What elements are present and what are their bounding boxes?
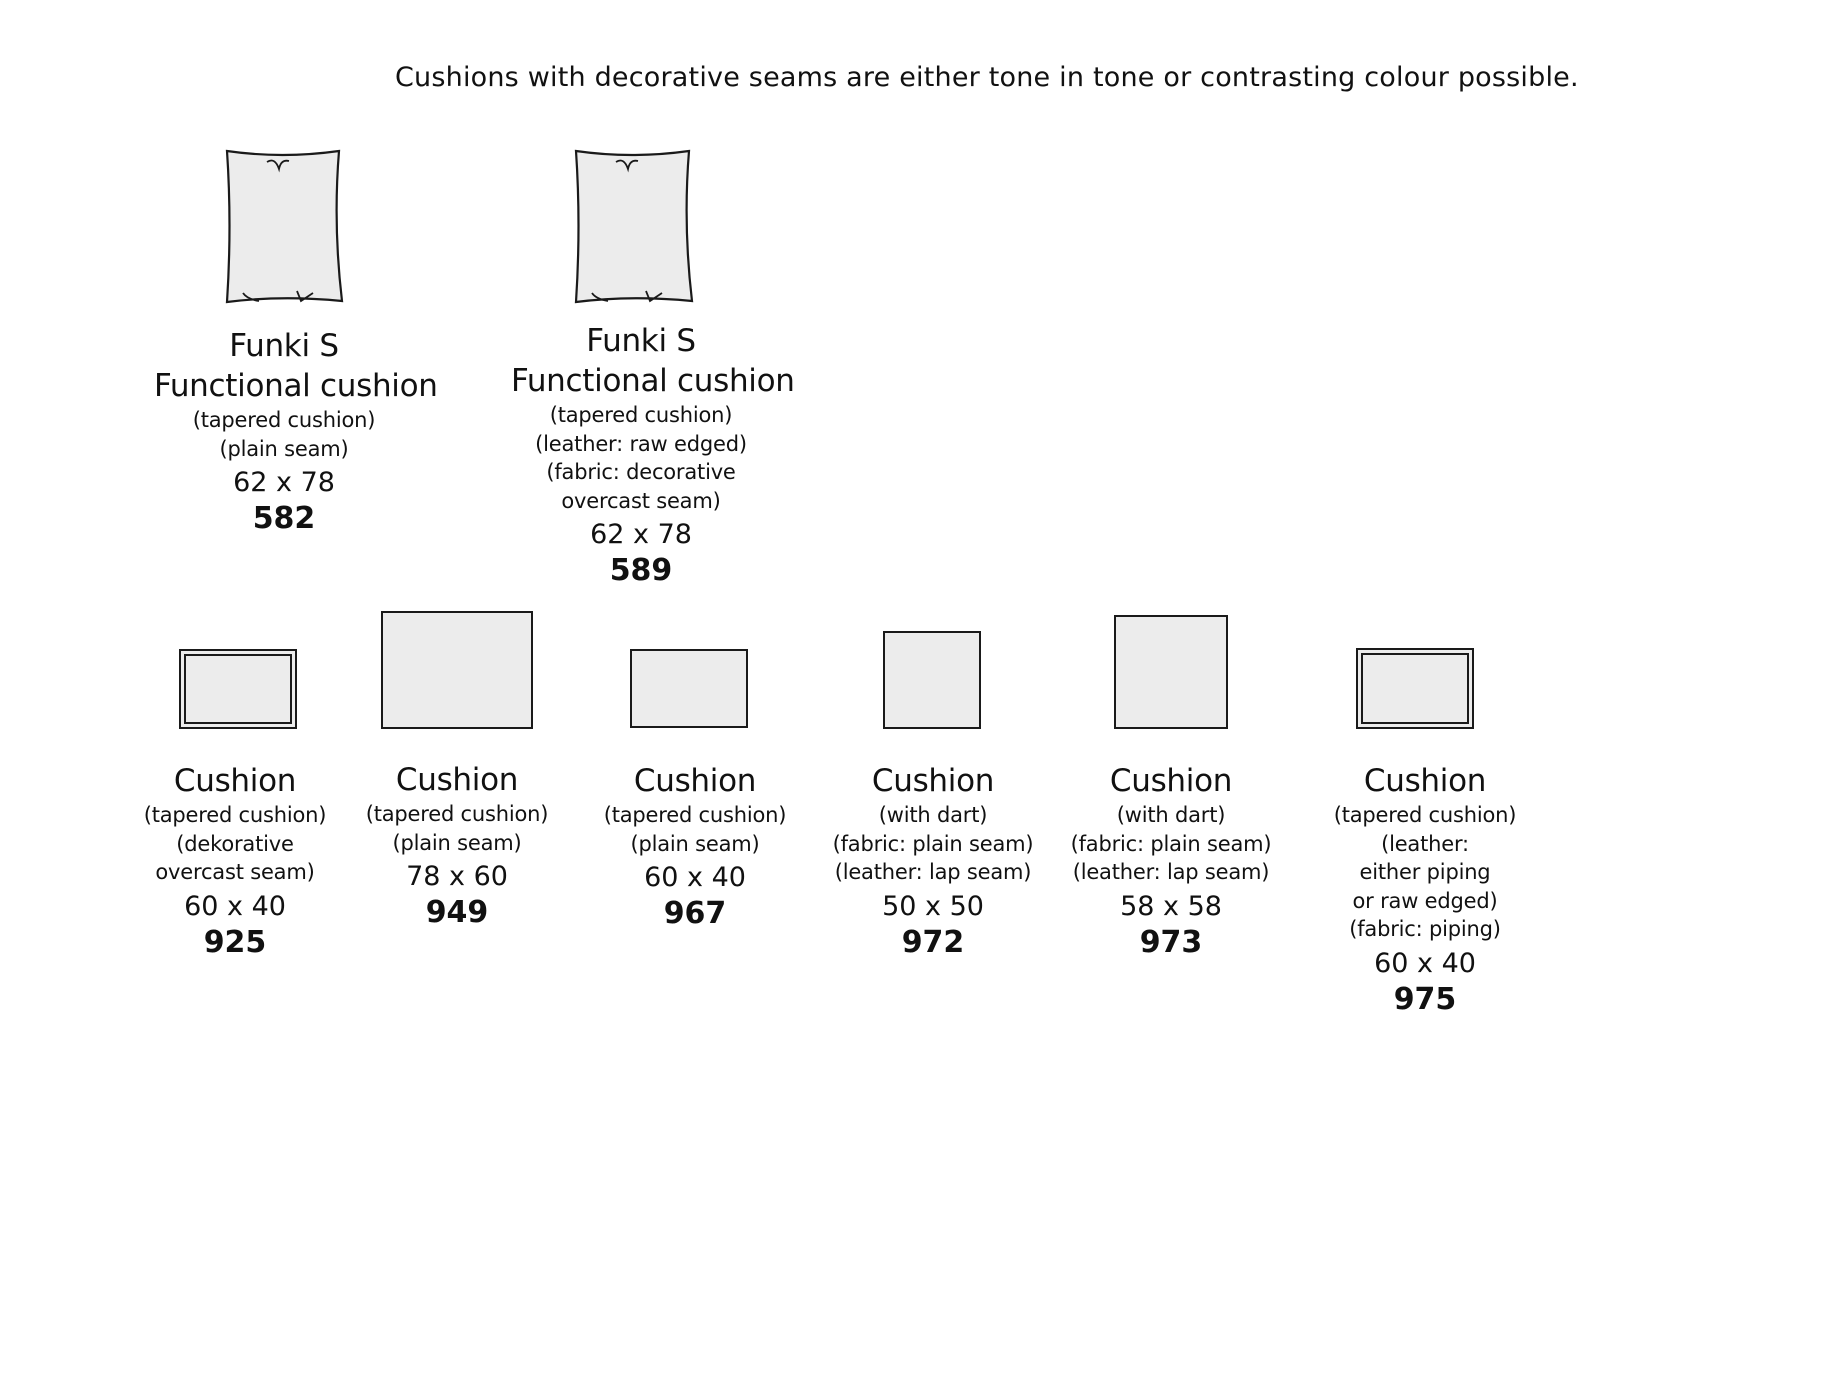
item-detail: (fabric: plain seam) [832, 831, 1034, 856]
item-title: Cushion [871, 763, 995, 799]
item-detail: overcast seam) [155, 860, 315, 884]
item-code: 972 [901, 924, 965, 960]
item-detail: (tapered cushion) [603, 803, 787, 827]
item-detail: or raw edged) [1352, 888, 1498, 913]
item-dimensions: 50 x 50 [882, 890, 984, 922]
item-detail: (dekorative [176, 831, 294, 856]
item-detail: (plain seam) [392, 830, 522, 855]
item-dimensions: 62 x 78 [590, 519, 692, 550]
item-detail: (fabric: decorative [546, 460, 736, 484]
item-title: Funki S [586, 323, 696, 359]
pillow-illustration [225, 149, 344, 304]
item-detail: (tapered cushion) [143, 803, 327, 827]
cushion-illustration [179, 649, 297, 729]
pillow-illustration [574, 149, 694, 304]
item-title: Cushion [1363, 763, 1487, 799]
cushion-illustration [381, 611, 533, 729]
item-detail: (tapered cushion) [192, 408, 376, 432]
item-title: Cushion [173, 763, 297, 799]
item-code: 949 [425, 895, 489, 930]
item-title: Cushion [395, 762, 519, 798]
cushion-illustration [1356, 648, 1474, 729]
item-detail: (leather: lap seam) [834, 860, 1032, 884]
item-dimensions: 62 x 78 [233, 467, 335, 498]
seam-note: Cushions with decorative seams are eithe… [395, 62, 1579, 93]
item-code: 973 [1139, 924, 1203, 960]
item-dimensions: 60 x 40 [644, 862, 746, 893]
cushion-label-949: Cushion (tapered cushion) (plain seam) 78 x… [327, 760, 587, 932]
item-detail: (tapered cushion) [365, 802, 549, 826]
cushion-label-975: Cushion (tapered cushion) (leather: either … [1295, 761, 1555, 1019]
cushion-label-589: Funki S Functional cushion (tapered cushio… [511, 321, 795, 590]
item-code: 582 [252, 501, 316, 536]
cushion-label-925: Cushion (tapered cushion) (dekorative overc… [105, 761, 365, 962]
item-title: Cushion [1109, 763, 1233, 799]
item-detail: either piping [1359, 860, 1491, 884]
item-detail: (fabric: piping) [1349, 917, 1501, 941]
item-title: Functional cushion [154, 368, 438, 404]
item-dimensions: 60 x 40 [184, 890, 286, 922]
cushion-label-967: Cushion (tapered cushion) (plain seam) 60 x… [565, 761, 825, 933]
item-detail: (leather: raw edged) [535, 431, 747, 456]
cushion-illustration [630, 649, 748, 728]
item-detail: (tapered cushion) [549, 403, 733, 427]
item-detail: (plain seam) [630, 831, 760, 856]
item-detail: (leather: lap seam) [1072, 860, 1270, 884]
item-code: 975 [1393, 981, 1457, 1017]
item-detail: (leather: [1381, 831, 1469, 856]
cushion-label-972: Cushion (with dart) (fabric: plain seam) (l… [803, 761, 1063, 962]
cushion-label-582: Funki S Functional cushion (tapered cushio… [154, 326, 438, 538]
item-detail: (plain seam) [219, 436, 349, 461]
item-detail: (with dart) [878, 803, 988, 827]
item-code: 925 [203, 924, 267, 960]
cushion-illustration [883, 631, 981, 729]
item-detail: (with dart) [1116, 803, 1226, 827]
item-code: 589 [609, 553, 673, 588]
item-title: Cushion [633, 763, 757, 799]
item-dimensions: 58 x 58 [1120, 890, 1222, 922]
item-detail: (tapered cushion) [1333, 803, 1517, 827]
cushion-illustration [1114, 615, 1228, 729]
item-title: Functional cushion [511, 363, 795, 399]
cushion-label-973: Cushion (with dart) (fabric: plain seam) (l… [1041, 761, 1301, 962]
item-detail: overcast seam) [561, 488, 721, 513]
item-dimensions: 78 x 60 [406, 861, 508, 892]
item-dimensions: 60 x 40 [1374, 947, 1476, 979]
item-code: 967 [663, 896, 727, 931]
item-detail: (fabric: plain seam) [1070, 831, 1272, 856]
item-title: Funki S [229, 328, 339, 364]
